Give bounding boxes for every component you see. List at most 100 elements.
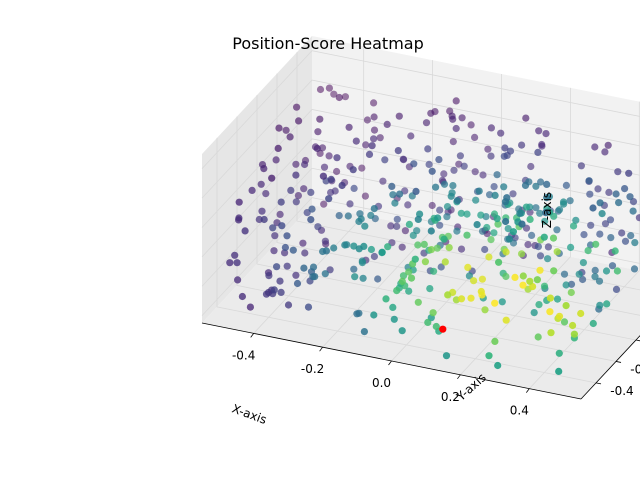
data-point [481, 306, 489, 314]
data-point [428, 167, 436, 175]
data-point [592, 240, 600, 248]
data-point [555, 367, 563, 375]
highlight-point [439, 325, 447, 333]
data-point [381, 156, 389, 164]
data-point [577, 309, 585, 318]
data-point [272, 156, 280, 164]
data-point [393, 215, 401, 223]
data-point [464, 263, 472, 271]
data-point [307, 216, 315, 224]
data-point [629, 207, 637, 215]
data-point [443, 213, 451, 221]
data-point [621, 185, 629, 193]
data-point [414, 298, 422, 306]
data-point [566, 197, 574, 205]
data-point [484, 145, 492, 153]
data-point [502, 217, 510, 226]
data-point [363, 116, 371, 124]
data-point [467, 121, 475, 129]
data-point [286, 133, 294, 141]
data-point [546, 308, 554, 316]
data-point [370, 135, 378, 143]
data-point [485, 352, 493, 360]
grid-line-y [216, 137, 597, 384]
data-point [404, 201, 412, 209]
data-point [612, 190, 620, 198]
data-point [270, 286, 278, 294]
grid-line-z [201, 197, 640, 316]
data-point [311, 273, 319, 281]
data-point [370, 113, 378, 121]
data-point [518, 220, 526, 228]
x-tick [319, 346, 323, 352]
data-point [537, 178, 545, 186]
data-point [613, 267, 622, 275]
data-point [257, 180, 265, 188]
y-tick [635, 339, 640, 342]
data-point [322, 247, 330, 255]
data-point [567, 280, 576, 288]
data-point [307, 188, 315, 196]
x-tick [525, 388, 530, 393]
data-point [268, 174, 276, 182]
data-point [234, 276, 242, 284]
data-point [487, 152, 495, 160]
data-point [450, 166, 458, 174]
data-point [351, 273, 359, 281]
data-point [589, 204, 597, 212]
data-point [472, 196, 480, 204]
data-point [455, 160, 463, 168]
data-point [270, 247, 278, 255]
data-point [547, 329, 555, 337]
data-point [587, 221, 595, 229]
data-point [391, 199, 399, 207]
data-point [572, 216, 580, 224]
data-point [478, 275, 486, 283]
data-point [282, 126, 290, 134]
data-point [611, 247, 619, 255]
data-point [621, 237, 630, 245]
data-point [502, 248, 510, 256]
data-point [522, 114, 530, 122]
data-point [299, 239, 307, 247]
data-point [235, 198, 243, 206]
data-point [567, 288, 575, 297]
data-point [536, 209, 544, 217]
data-point [501, 144, 509, 152]
data-point [518, 141, 526, 149]
data-point [527, 162, 535, 171]
data-point [326, 266, 334, 274]
data-point [292, 198, 300, 206]
data-point [487, 124, 495, 132]
data-point [321, 270, 329, 278]
data-point [260, 165, 268, 173]
data-point [591, 143, 599, 151]
data-point [425, 160, 433, 168]
data-point [389, 191, 397, 199]
data-point [281, 249, 289, 257]
data-point [477, 211, 485, 219]
data-point [320, 163, 329, 171]
data-point [293, 279, 302, 288]
data-point [555, 312, 564, 320]
data-point [521, 181, 530, 189]
x-tick [388, 360, 392, 366]
data-point [314, 128, 322, 136]
data-point [426, 285, 434, 293]
data-point [367, 211, 375, 219]
data-point [335, 212, 343, 220]
data-point [344, 212, 352, 220]
data-point [452, 124, 460, 133]
data-point [350, 265, 358, 273]
data-point [536, 266, 544, 274]
grid-line-x [253, 46, 365, 334]
data-point [379, 177, 387, 185]
data-point [449, 115, 457, 123]
data-point [601, 148, 609, 156]
data-point [528, 231, 536, 239]
data-point [319, 172, 327, 180]
data-point [370, 99, 378, 107]
data-point [358, 259, 366, 267]
data-point [393, 222, 401, 230]
